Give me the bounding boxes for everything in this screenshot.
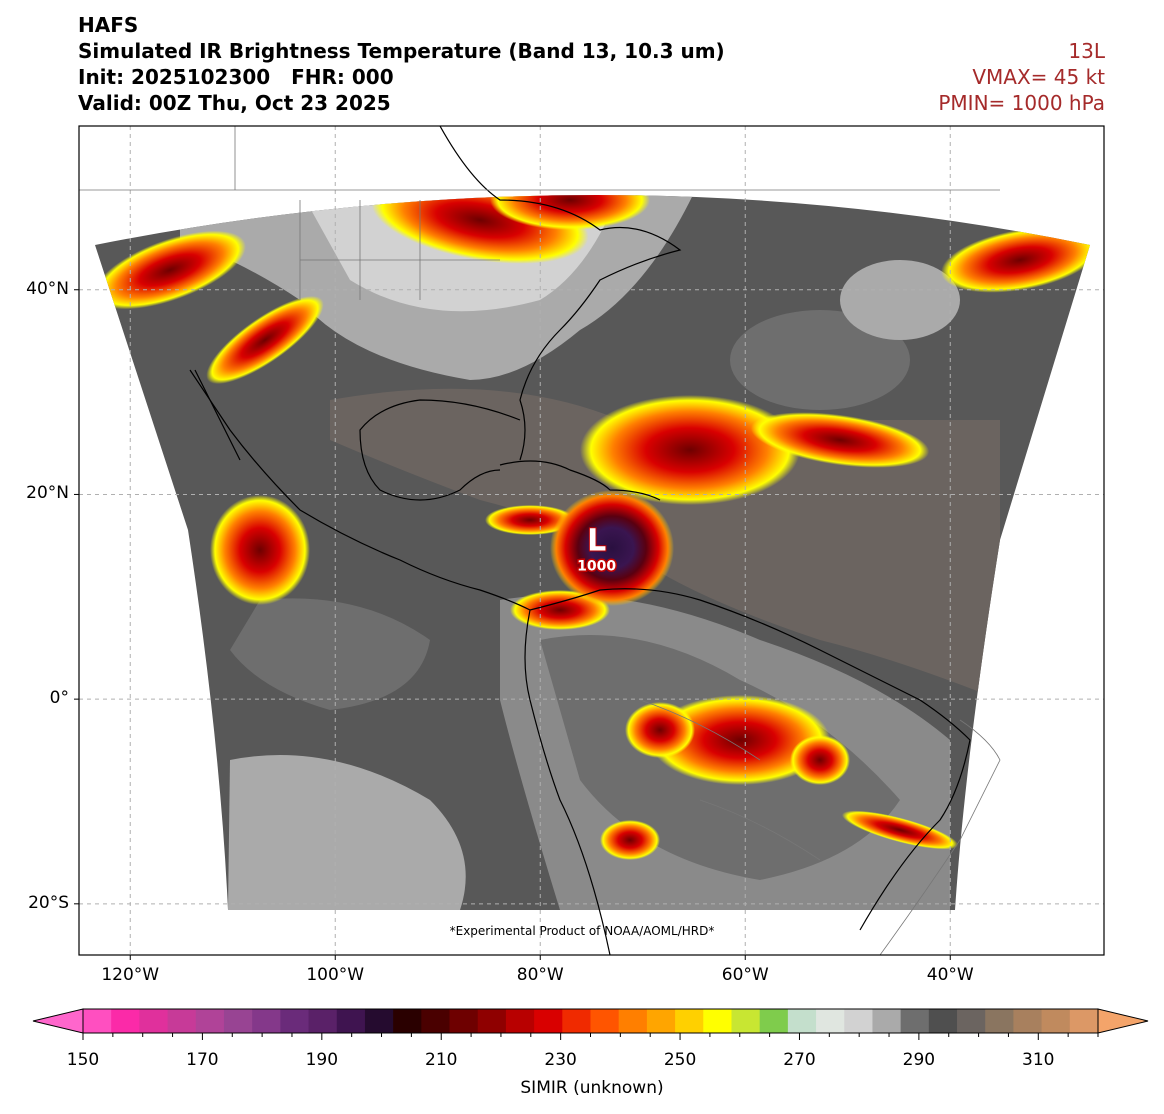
colorbar-segment bbox=[449, 1009, 479, 1033]
footnote: *Experimental Product of NOAA/AOML/HRD* bbox=[449, 924, 715, 938]
lon-tick-label: 60°W bbox=[721, 965, 769, 985]
colorbar-segment bbox=[1041, 1009, 1071, 1033]
init-time: Init: 2025102300 FHR: 000 bbox=[78, 65, 394, 89]
model-name: HAFS bbox=[78, 13, 139, 37]
colorbar-segment bbox=[646, 1009, 676, 1033]
colorbar-tick-label: 150 bbox=[66, 1050, 100, 1070]
colorbar-segment bbox=[1069, 1009, 1099, 1033]
colorbar-segment bbox=[252, 1009, 281, 1033]
colorbar-segment bbox=[844, 1009, 873, 1033]
colorbar-segment bbox=[675, 1009, 704, 1033]
storm-center-pressure: 1000 bbox=[577, 559, 616, 575]
storm-pmin: PMIN= 1000 hPa bbox=[938, 91, 1105, 115]
map-frame bbox=[78, 125, 1105, 956]
storm-vmax: VMAX= 45 kt bbox=[972, 65, 1105, 89]
colorbar-segment bbox=[816, 1009, 845, 1033]
colorbar-segment bbox=[985, 1009, 1014, 1033]
colorbar-segment bbox=[139, 1009, 169, 1033]
colorbar-segment bbox=[957, 1009, 986, 1033]
storm-cloud-core bbox=[550, 490, 674, 606]
colorbar-segment bbox=[336, 1009, 366, 1033]
title-block: HAFS Simulated IR Brightness Temperature… bbox=[78, 12, 725, 116]
colorbar-segment bbox=[421, 1009, 451, 1033]
lon-tick-label: 100°W bbox=[306, 965, 365, 985]
product-title: Simulated IR Brightness Temperature (Ban… bbox=[78, 39, 725, 63]
colorbar-segment bbox=[703, 1009, 732, 1033]
lat-tick-label: 40°N bbox=[26, 278, 69, 299]
lon-tick-label: 120°W bbox=[101, 965, 160, 985]
colorbar-segment bbox=[900, 1009, 930, 1033]
colorbar-segment bbox=[111, 1009, 140, 1033]
colorbar-segment bbox=[618, 1009, 648, 1033]
storm-info: 13L VMAX= 45 kt PMIN= 1000 hPa bbox=[938, 38, 1105, 116]
lat-tick-label: 20°S bbox=[28, 892, 69, 913]
gridlines bbox=[79, 126, 1104, 955]
lon-tick-label: 80°W bbox=[516, 965, 564, 985]
satellite-domain bbox=[95, 195, 1090, 910]
coastlines bbox=[189, 126, 971, 955]
colorbar-segment bbox=[83, 1009, 112, 1033]
colorbar-tick-label: 190 bbox=[305, 1050, 339, 1070]
colorbar-tick-label: 270 bbox=[783, 1050, 816, 1070]
colorbar-segment bbox=[787, 1009, 817, 1033]
colorbar-segment bbox=[562, 1009, 591, 1033]
storm-center-marker[interactable]: L 1000 bbox=[576, 523, 618, 577]
colorbar-segment bbox=[534, 1009, 563, 1033]
colorbar-segments bbox=[83, 1009, 1099, 1033]
colorbar-under-arrow bbox=[32, 1008, 84, 1034]
colorbar-segment bbox=[872, 1009, 902, 1033]
lat-tick-label: 0° bbox=[49, 688, 69, 709]
axis-tick-marks bbox=[74, 289, 951, 960]
colorbar-tick-label: 210 bbox=[425, 1050, 458, 1070]
colorbar-tick-label: 310 bbox=[1022, 1050, 1055, 1070]
colorbar-tick-marks bbox=[82, 1033, 1099, 1040]
colorbar-segment bbox=[731, 1009, 761, 1033]
colorbar-segment bbox=[167, 1009, 197, 1033]
colorbar-tick-label: 230 bbox=[544, 1050, 577, 1070]
colorbar-segment bbox=[928, 1009, 958, 1033]
storm-center-symbol: L bbox=[587, 524, 606, 559]
colorbar-tick-label: 250 bbox=[663, 1050, 697, 1070]
colorbar-segment bbox=[505, 1009, 535, 1033]
colorbar-segment bbox=[364, 1009, 394, 1033]
colorbar-over-arrow bbox=[1097, 1008, 1149, 1034]
colorbar-tick-label: 170 bbox=[186, 1050, 219, 1070]
colorbar-tick-label: 290 bbox=[902, 1050, 936, 1070]
colorbar-segment bbox=[590, 1009, 620, 1033]
colorbar-segment bbox=[223, 1009, 253, 1033]
country-borders bbox=[79, 126, 1001, 955]
storm-id: 13L bbox=[1068, 39, 1105, 63]
colorbar-label: SIMIR (unknown) bbox=[520, 1078, 664, 1098]
colorbar-segment bbox=[1013, 1009, 1043, 1033]
colorbar-segment bbox=[477, 1009, 507, 1033]
colorbar-segment bbox=[195, 1009, 225, 1033]
lat-tick-label: 20°N bbox=[26, 483, 69, 504]
colorbar-segment bbox=[308, 1009, 338, 1033]
lon-tick-label: 40°W bbox=[926, 965, 974, 985]
colorbar-segment bbox=[280, 1009, 310, 1033]
colorbar-segment bbox=[759, 1009, 789, 1033]
colorbar-segment bbox=[393, 1009, 422, 1033]
valid-time: Valid: 00Z Thu, Oct 23 2025 bbox=[78, 91, 391, 115]
